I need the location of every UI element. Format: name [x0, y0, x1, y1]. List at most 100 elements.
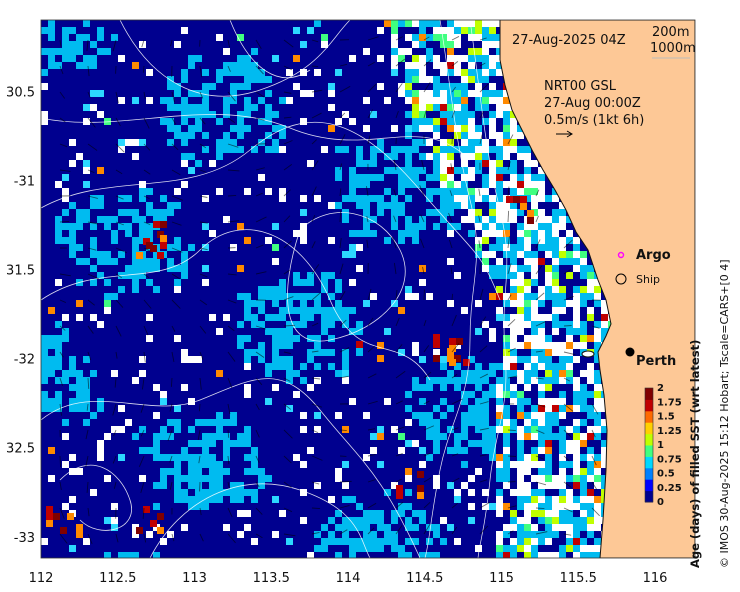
sst-pixel	[559, 349, 566, 356]
sst-pixel	[237, 335, 244, 342]
current-vector	[227, 91, 236, 102]
sst-pixel	[426, 195, 433, 202]
sst-pixel	[461, 195, 468, 202]
colorbar-tick-label: 0	[657, 497, 664, 508]
sst-pixel	[559, 216, 566, 223]
sst-pixel	[398, 90, 405, 97]
colorbar-segment	[645, 388, 653, 400]
sst-pixel	[496, 258, 503, 265]
current-vector	[311, 89, 323, 93]
sst-pixel	[524, 517, 531, 524]
sst-pixel	[433, 355, 440, 362]
sst-pixel	[531, 454, 538, 461]
sst-pixel	[573, 503, 580, 510]
sst-pixel	[55, 321, 62, 328]
sst-pixel	[97, 27, 104, 34]
sst-pixel	[195, 160, 202, 167]
sst-pixel	[188, 132, 195, 139]
sst-pixel	[524, 377, 531, 384]
sst-pixel	[524, 279, 531, 286]
sst-pixel	[552, 398, 559, 405]
sst-pixel	[125, 265, 132, 272]
sst-pixel	[314, 363, 321, 370]
sst-pixel	[559, 475, 566, 482]
sst-pixel	[76, 258, 83, 265]
sst-pixel	[342, 482, 349, 489]
x-tick-label: 114.5	[406, 571, 443, 586]
current-vector	[283, 215, 291, 223]
sst-pixel	[209, 440, 216, 447]
sst-pixel	[328, 538, 335, 545]
sst-pixel	[510, 538, 517, 545]
sst-pixel	[517, 440, 524, 447]
sst-pixel	[482, 181, 489, 188]
sst-pixel	[174, 132, 181, 139]
sst-pixel	[524, 181, 531, 188]
sst-pixel	[454, 202, 461, 209]
sst-pixel	[377, 355, 384, 362]
sst-pixel	[279, 195, 286, 202]
sst-pixel	[314, 335, 321, 342]
sst-pixel	[90, 251, 97, 258]
sst-pixel	[202, 503, 209, 510]
sst-pixel	[489, 433, 496, 440]
contour-line	[41, 229, 431, 381]
sst-pixel	[601, 307, 608, 314]
sst-pixel	[517, 146, 524, 153]
sst-pixel	[587, 468, 594, 475]
sst-pixel	[265, 363, 272, 370]
sst-pixel	[69, 55, 76, 62]
sst-pixel	[538, 300, 545, 307]
sst-pixel	[76, 384, 83, 391]
sst-pixel	[139, 370, 146, 377]
sst-pixel	[531, 216, 538, 223]
sst-pixel	[559, 286, 566, 293]
sst-pixel	[46, 513, 53, 520]
sst-pixel	[76, 223, 83, 230]
sst-pixel	[90, 90, 97, 97]
colorbar-tick-label: 1.75	[657, 397, 682, 408]
sst-pixel	[573, 524, 580, 531]
sst-pixel	[216, 370, 223, 377]
sst-pixel	[279, 307, 286, 314]
sst-pixel	[573, 468, 580, 475]
current-vector	[395, 110, 399, 119]
sst-pixel	[531, 524, 538, 531]
sst-pixel	[48, 335, 55, 342]
current-vector	[311, 186, 317, 197]
sst-pixel	[216, 153, 223, 160]
sst-pixel	[454, 27, 461, 34]
sst-pixel	[314, 531, 321, 538]
sst-pixel	[370, 517, 377, 524]
sst-pixel	[475, 405, 482, 412]
sst-pixel	[594, 293, 601, 300]
sst-pixel	[132, 377, 139, 384]
sst-pixel	[69, 496, 76, 503]
current-vector	[367, 373, 377, 379]
sst-pixel	[223, 139, 230, 146]
sst-pixel	[545, 552, 552, 558]
current-vector	[478, 240, 481, 249]
sst-pixel	[279, 293, 286, 300]
sst-pixel	[426, 293, 433, 300]
sst-pixel	[328, 363, 335, 370]
sst-pixel	[90, 265, 97, 272]
sst-pixel	[272, 531, 279, 538]
sst-pixel	[573, 405, 580, 412]
sst-pixel	[475, 34, 482, 41]
sst-pixel	[517, 279, 524, 286]
sst-pixel	[475, 545, 482, 552]
current-vector	[198, 455, 201, 464]
sst-pixel	[55, 363, 62, 370]
sst-pixel	[538, 531, 545, 538]
sst-pixel	[538, 412, 545, 419]
sst-pixel	[503, 377, 510, 384]
sst-pixel	[524, 314, 531, 321]
current-vector	[311, 532, 320, 535]
sst-pixel	[538, 237, 545, 244]
sst-pixel	[449, 345, 456, 352]
sst-pixel	[559, 503, 566, 510]
sst-pixel	[426, 76, 433, 83]
sst-pixel	[552, 510, 559, 517]
sst-pixel	[433, 153, 440, 160]
